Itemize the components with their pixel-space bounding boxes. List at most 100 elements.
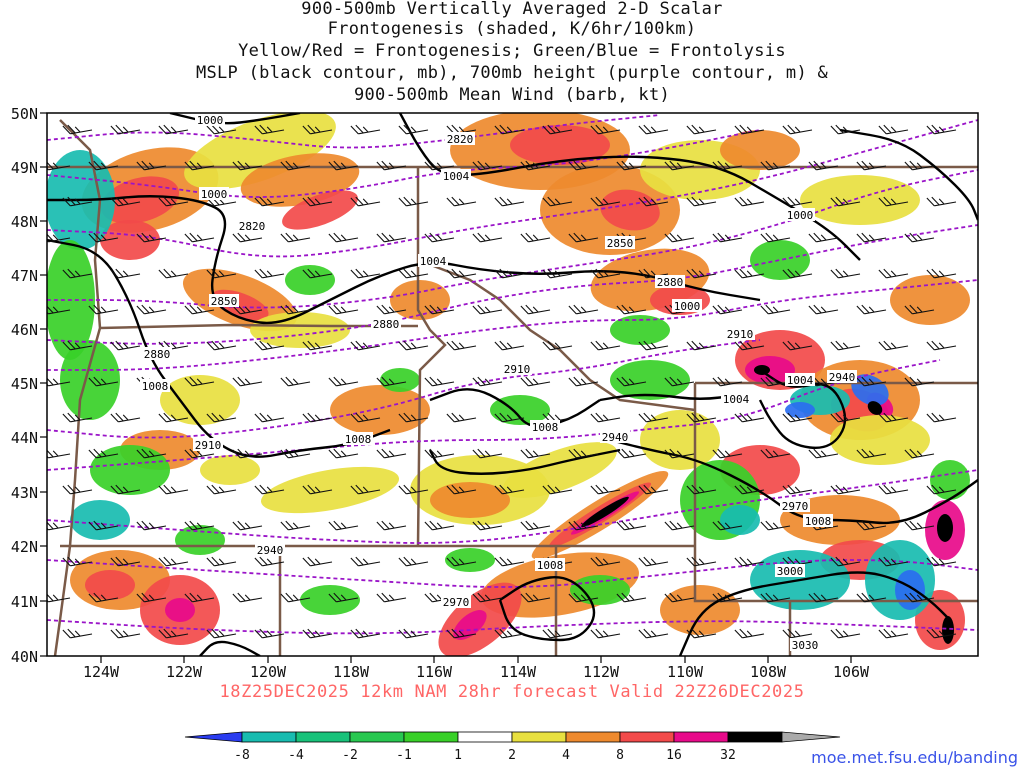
barb-flag <box>280 233 289 243</box>
wind-barb <box>184 160 215 171</box>
barb-flag <box>451 340 460 350</box>
barb-flag <box>595 556 604 566</box>
wind-barb <box>782 628 813 639</box>
source-credit[interactable]: moe.met.fsu.edu/banding <box>811 748 1018 767</box>
barb-shaft <box>96 525 119 531</box>
barb-flag <box>856 305 865 315</box>
state-border <box>416 167 447 547</box>
barb-flag <box>280 449 289 459</box>
barb-flag <box>285 376 294 386</box>
barb-flag <box>506 198 513 205</box>
wind-barb <box>856 304 887 315</box>
barb-flag <box>664 449 673 459</box>
barb-flag <box>890 630 897 637</box>
barb-flag <box>686 197 695 207</box>
barb-shaft <box>70 273 93 279</box>
barb-shaft <box>742 633 765 639</box>
barb-flag <box>472 377 481 387</box>
barb-flag <box>477 448 486 458</box>
barb-flag <box>88 377 97 387</box>
wind-barb <box>878 340 909 351</box>
barb-flag <box>628 450 635 457</box>
barb-flag <box>472 161 481 171</box>
colorbar-tick-label: -2 <box>342 748 358 763</box>
barb-flag <box>494 485 503 495</box>
barb-shaft <box>742 201 765 207</box>
barb-shaft <box>768 237 791 243</box>
wind-barb <box>398 628 429 639</box>
colorbar-segment <box>241 731 297 743</box>
wind-barb <box>904 376 935 387</box>
frontogenesis-cell <box>750 240 810 280</box>
wind-barb <box>472 448 503 459</box>
barb-flag <box>122 198 129 205</box>
barb-flag <box>115 628 124 638</box>
wind-barb <box>398 484 429 495</box>
frontogenesis-cell <box>200 455 260 485</box>
barb-flag <box>568 449 577 459</box>
barb-shaft <box>192 597 215 603</box>
barb-flag <box>254 125 263 135</box>
barb-flag <box>494 269 503 279</box>
barb-flag <box>669 592 678 602</box>
barb-flag <box>52 306 59 313</box>
barb-flag <box>477 376 486 386</box>
barb-flag <box>717 376 726 386</box>
barb-flag <box>765 376 774 386</box>
wind-barb <box>206 268 237 279</box>
wind-barb <box>590 124 621 135</box>
barb-flag <box>244 594 251 601</box>
barb-shaft <box>480 381 503 387</box>
wind-barb <box>878 628 909 639</box>
frontogenesis-cell <box>785 402 815 418</box>
wind-barb <box>590 628 621 639</box>
barb-flag <box>362 270 369 277</box>
barb-flag <box>883 556 892 566</box>
barb-flag <box>436 522 443 529</box>
barb-shaft <box>48 309 71 315</box>
mslp-label-bg <box>140 379 170 392</box>
wind-barb <box>328 160 359 171</box>
barb-flag <box>451 628 460 638</box>
barb-shaft <box>790 345 813 351</box>
barb-flag <box>458 414 465 421</box>
barb-flag <box>883 340 892 350</box>
barb-flag <box>760 161 769 171</box>
barb-flag <box>292 522 299 529</box>
wind-barb <box>590 412 621 423</box>
barb-flag <box>628 594 635 601</box>
barb-shaft <box>48 237 71 243</box>
wind-barb <box>904 520 935 531</box>
barb-flag <box>115 556 124 566</box>
barb-shaft <box>454 561 477 567</box>
barb-flag <box>158 197 167 207</box>
barb-shaft <box>720 237 743 243</box>
wind-barb <box>47 448 71 459</box>
wind-barb <box>542 124 573 135</box>
barb-shaft <box>70 561 93 567</box>
wind-barb <box>638 124 669 135</box>
wind-barb <box>254 124 285 135</box>
barb-shaft <box>96 309 119 315</box>
barb-flag <box>739 556 748 566</box>
wind-barb <box>136 232 167 243</box>
barb-shaft <box>384 381 407 387</box>
colorbar-segment <box>565 731 621 743</box>
barb-flag <box>772 450 779 457</box>
barb-flag <box>280 377 289 387</box>
barb-flag <box>388 306 395 313</box>
wind-barb <box>638 196 669 207</box>
barb-shaft <box>672 597 695 603</box>
barb-flag <box>184 521 193 531</box>
wind-barb <box>302 124 333 135</box>
barb-flag <box>734 413 743 423</box>
wind-barb <box>376 160 407 171</box>
barb-flag <box>67 484 76 494</box>
barb-shaft <box>646 561 669 567</box>
barb-shaft <box>912 165 935 171</box>
barb-flag <box>525 376 534 386</box>
lon-label: 118W <box>333 663 370 681</box>
barb-shaft <box>192 453 215 459</box>
barb-shaft <box>598 201 621 207</box>
barb-flag <box>568 305 577 315</box>
